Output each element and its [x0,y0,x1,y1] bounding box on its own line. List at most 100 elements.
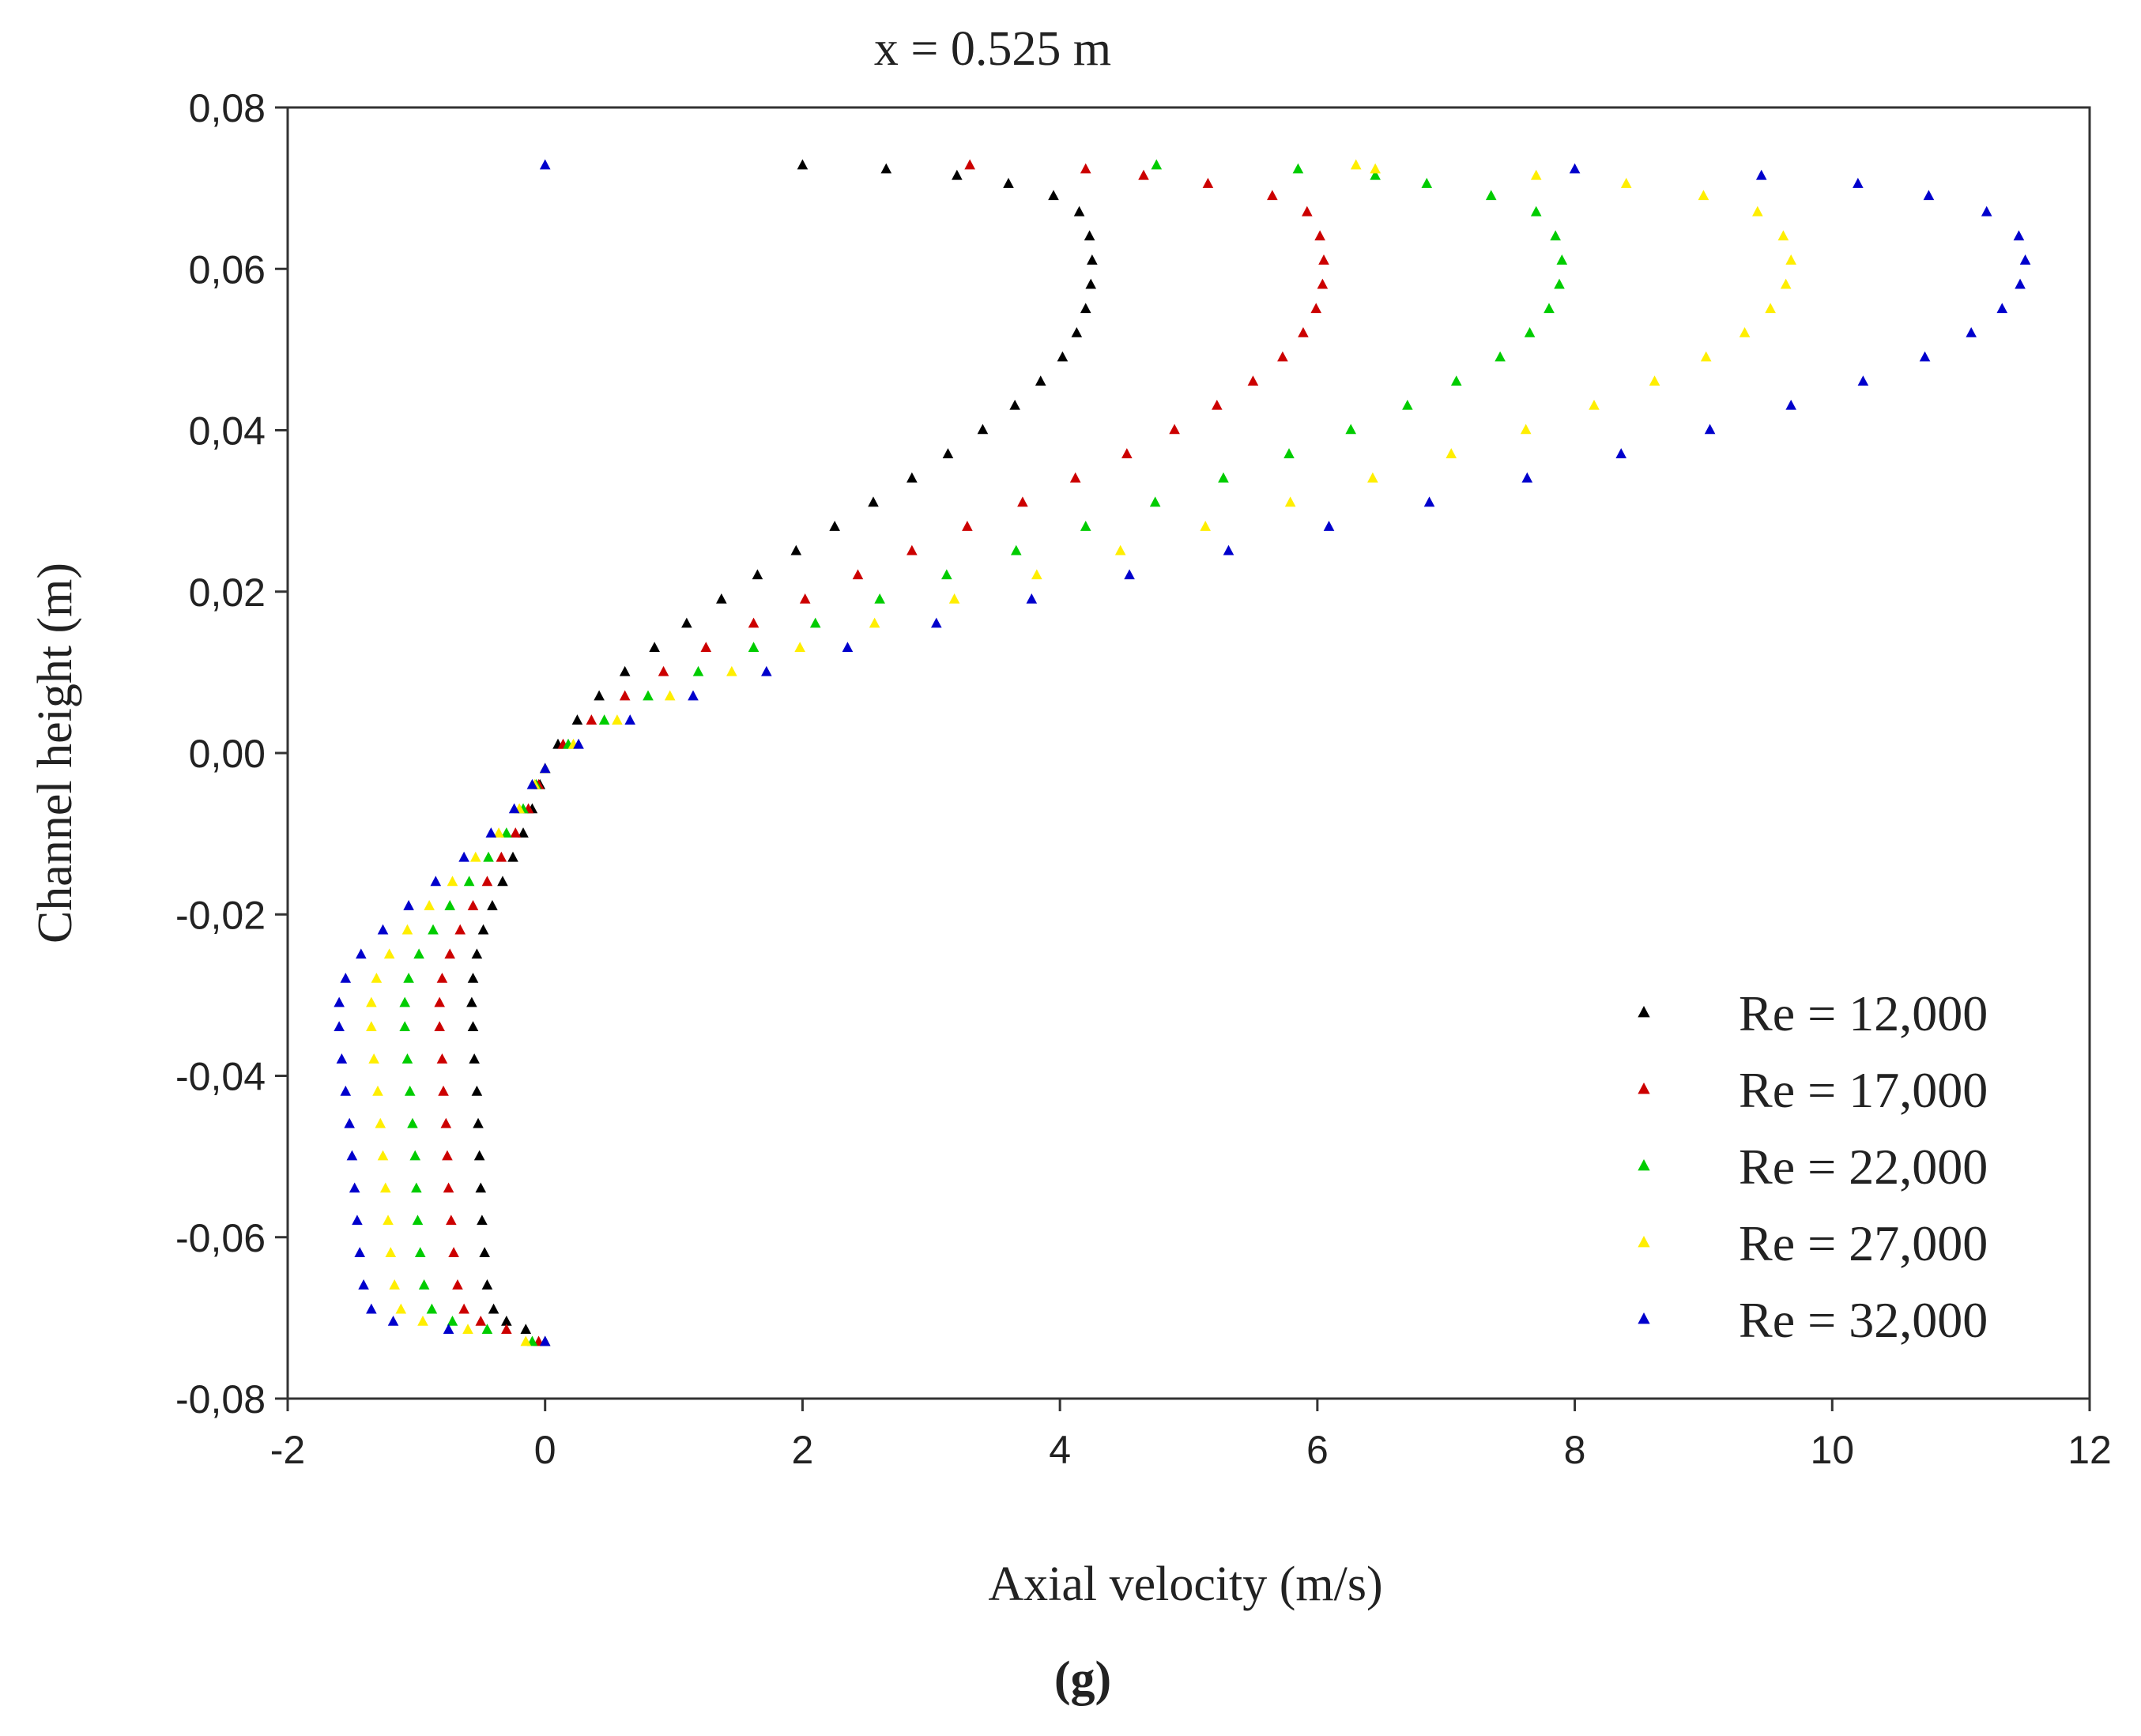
data-point [483,851,494,862]
legend-marker [1638,1006,1650,1018]
data-point [1323,521,1335,531]
x-tick-label: 6 [1306,1428,1329,1472]
data-point [496,851,507,862]
data-point [411,1182,422,1193]
data-point [501,1315,512,1326]
data-point [1370,169,1381,180]
data-point [1569,163,1581,174]
data-point [1495,351,1506,362]
data-point [1218,472,1229,483]
data-point [1202,178,1214,188]
data-point [1524,326,1536,337]
data-point [1200,521,1211,531]
data-point [1247,375,1259,386]
data-point [1520,424,1532,435]
data-point [442,1150,453,1161]
data-point [1138,169,1149,180]
data-point [526,778,538,789]
data-point [462,1324,473,1334]
data-point [692,665,704,676]
data-point [658,665,669,676]
y-tick-label: 0,00 [189,732,266,776]
data-point [1080,303,1091,314]
data-point [941,569,952,580]
data-point [1752,205,1763,217]
data-point [377,1150,389,1161]
data-point [467,900,479,910]
data-point [977,424,989,435]
data-point [479,1247,490,1257]
data-point [612,714,623,725]
data-point [1223,544,1234,555]
data-point [1923,190,1935,201]
data-point [1785,399,1796,410]
data-point [520,1335,532,1346]
y-tick-label: -0,02 [175,893,266,937]
data-point [497,876,508,887]
data-point [1556,254,1568,265]
x-axis-label: Axial velocity (m/s) [988,1557,1382,1611]
data-point [344,1117,355,1128]
data-point [409,1150,421,1161]
series-3 [399,159,1568,1346]
data-point [434,996,445,1007]
data-point [414,1247,426,1257]
data-point [426,1303,438,1314]
x-tick-label: -2 [270,1428,305,1472]
data-point [475,1315,487,1326]
panel-label: (g) [1054,1652,1111,1706]
data-point [1284,496,1296,507]
data-point [1589,399,1600,410]
data-point [539,159,551,170]
data-point [1071,326,1083,337]
data-point [477,1214,488,1226]
y-axis: -0,08 -0,06 -0,04 -0,02 0,00 0,02 0,04 0,06 0,08 [175,86,288,1422]
data-point [436,1053,448,1064]
data-point [1302,205,1313,217]
x-tick-label: 12 [2067,1428,2112,1472]
data-point [1698,190,1709,201]
data-point [340,1085,352,1096]
data-point [1853,178,1864,188]
data-point [1017,496,1028,507]
data-point [371,972,383,983]
data-point [598,714,610,725]
data-point [700,642,712,653]
legend-label: Re = 32,000 [1739,1292,1988,1348]
data-point [1370,163,1381,174]
x-tick-label: 4 [1049,1428,1071,1472]
data-point [493,827,504,838]
data-point [458,1303,469,1314]
data-point [869,617,880,628]
data-point [389,1279,400,1290]
data-point [383,1214,394,1226]
data-point [1031,569,1042,580]
data-point [2019,254,2031,265]
data-point [454,924,466,935]
y-tick-label: -0,06 [175,1216,266,1260]
data-point [1521,472,1533,483]
data-point [518,827,529,838]
data-point [477,924,489,935]
y-tick-label: 0,02 [189,571,266,615]
data-point [481,1324,493,1334]
data-point [458,851,469,862]
data-point [520,1324,532,1334]
data-point [594,690,605,701]
data-point [501,827,512,838]
legend: Re = 12,000 Re = 17,000 Re = 22,000 Re = 27… [1638,985,1988,1348]
data-point [852,569,864,580]
data-point [349,1182,360,1193]
data-point [942,448,954,458]
y-axis-label: Channel height (m) [28,563,82,943]
data-point [664,690,676,701]
data-point [377,924,389,935]
legend-item: Re = 32,000 [1638,1292,1988,1348]
data-point [624,714,635,725]
data-point [399,1021,410,1032]
data-point [790,544,802,555]
data-point [334,1021,345,1032]
data-point [413,948,424,959]
x-tick-label: 10 [1810,1428,1854,1472]
data-point [1530,205,1542,217]
